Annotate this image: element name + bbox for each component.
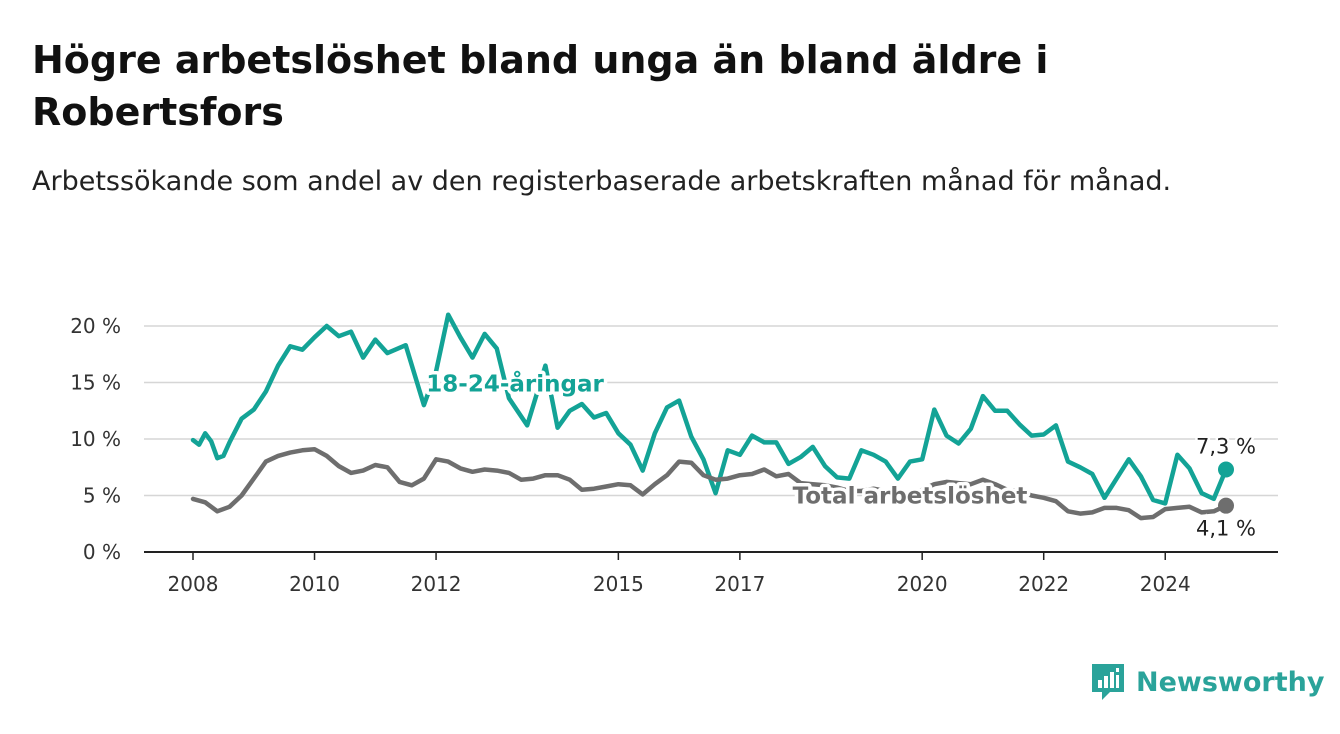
line-chart: 0 %5 %10 %15 %20 % 2008 2010 2012 2015 2017 2… [70, 312, 1278, 596]
series-line-total [190, 446, 1229, 521]
series-lines [190, 312, 1234, 521]
y-tick-label: 20 % [70, 314, 121, 338]
x-tick-label: 2024 [1140, 572, 1191, 596]
chart-subtitle: Arbetssökande som andel av den registerb… [32, 166, 1172, 197]
series-labels: 18-24-åringar Total arbetslöshet 7,3 % 4,1 … [423, 367, 1259, 543]
series-label-youth: 18-24-åringar [426, 371, 604, 398]
x-axis: 2008 2010 2012 2015 2017 2020 2022 2024 [144, 551, 1278, 596]
y-tick-label: 10 % [70, 427, 121, 451]
y-tick-label: 0 % [83, 540, 121, 564]
y-tick-label: 15 % [70, 371, 121, 395]
series-label-total: Total arbetslöshet [793, 484, 1028, 510]
x-tick-label: 2022 [1018, 572, 1069, 596]
end-label-total: 4,1 % [1196, 517, 1256, 541]
y-axis-labels: 0 % 5 % 10 % 15 % 20 % [70, 314, 121, 564]
brand-name: Newsworthy [1136, 666, 1325, 698]
x-tick-label: 2015 [593, 572, 644, 596]
y-tick-label: 5 % [83, 484, 121, 508]
series-end-point [1218, 497, 1234, 514]
x-tick-label: 2008 [168, 572, 219, 596]
grid-lines [144, 325, 1278, 497]
chart-title: Högre arbetslöshet bland unga än bland ä… [32, 38, 1049, 134]
x-tick-label: 2012 [411, 572, 462, 596]
x-tick-label: 2010 [289, 572, 340, 596]
series-end-point [1218, 461, 1234, 478]
x-tick-label: 2020 [897, 572, 948, 596]
newsworthy-brand: Newsworthy [1090, 660, 1324, 704]
series-line-youth [190, 312, 1229, 506]
end-label-youth: 7,3 % [1196, 435, 1256, 459]
bar-chart-logo-icon [1092, 664, 1124, 700]
x-tick-label: 2017 [714, 572, 765, 596]
